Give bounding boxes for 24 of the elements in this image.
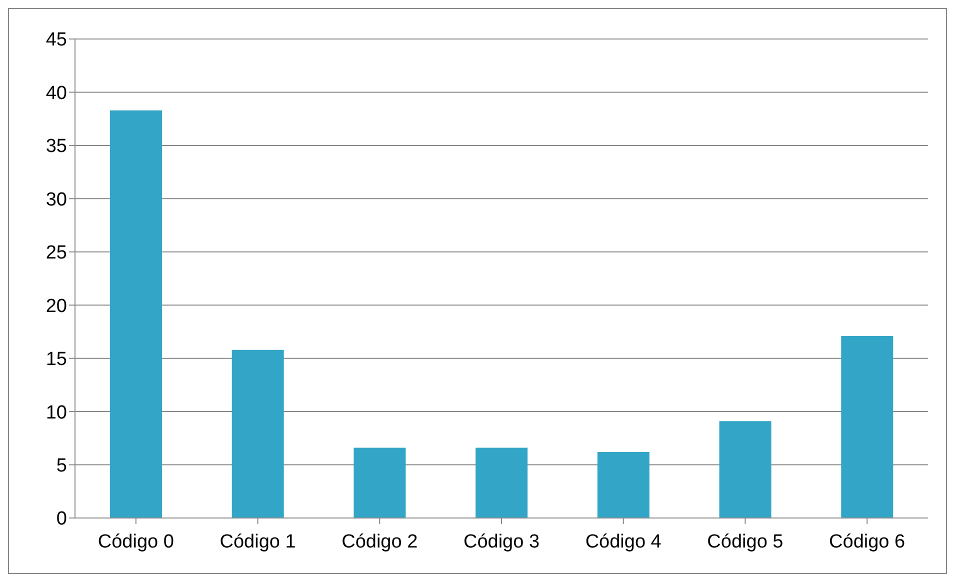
x-tick-label: Código 6: [829, 531, 906, 552]
bar: [232, 350, 284, 518]
bar: [719, 421, 772, 518]
y-tick-label: 45: [46, 30, 67, 51]
bar: [841, 336, 894, 518]
y-tick-label: 0: [56, 508, 67, 530]
x-tick-label: Código 0: [98, 531, 174, 552]
y-tick-label: 30: [46, 189, 67, 210]
bar: [476, 448, 528, 518]
y-tick-label: 25: [46, 242, 67, 264]
x-tick-label: Código 5: [707, 531, 784, 552]
y-tick-label: 40: [46, 82, 67, 104]
x-tick-label: Código 3: [463, 531, 540, 552]
bar: [597, 452, 650, 518]
x-tick-label: Código 4: [585, 531, 662, 552]
bar: [354, 448, 406, 518]
x-tick-label: Código 2: [342, 531, 418, 552]
y-tick-label: 15: [46, 349, 67, 370]
y-tick-label: 5: [56, 456, 67, 477]
bar: [110, 110, 162, 518]
x-tick-label: Código 1: [220, 531, 296, 552]
y-tick-label: 35: [46, 136, 67, 158]
y-tick-label: 10: [46, 402, 67, 424]
y-tick-label: 20: [46, 296, 67, 317]
